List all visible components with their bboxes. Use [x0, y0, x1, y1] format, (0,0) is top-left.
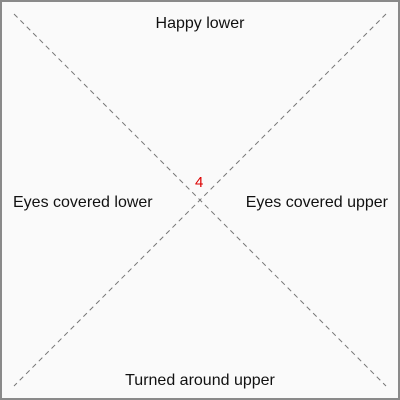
- label-right: Eyes covered upper: [245, 194, 388, 211]
- diagonal-line-top-right-to-bottom-left: [13, 13, 387, 387]
- label-left: Eyes covered lower: [13, 194, 153, 211]
- center-number: 4: [195, 174, 204, 191]
- label-bottom: Turned around upper: [125, 372, 275, 389]
- label-top: Happy lower: [155, 15, 245, 32]
